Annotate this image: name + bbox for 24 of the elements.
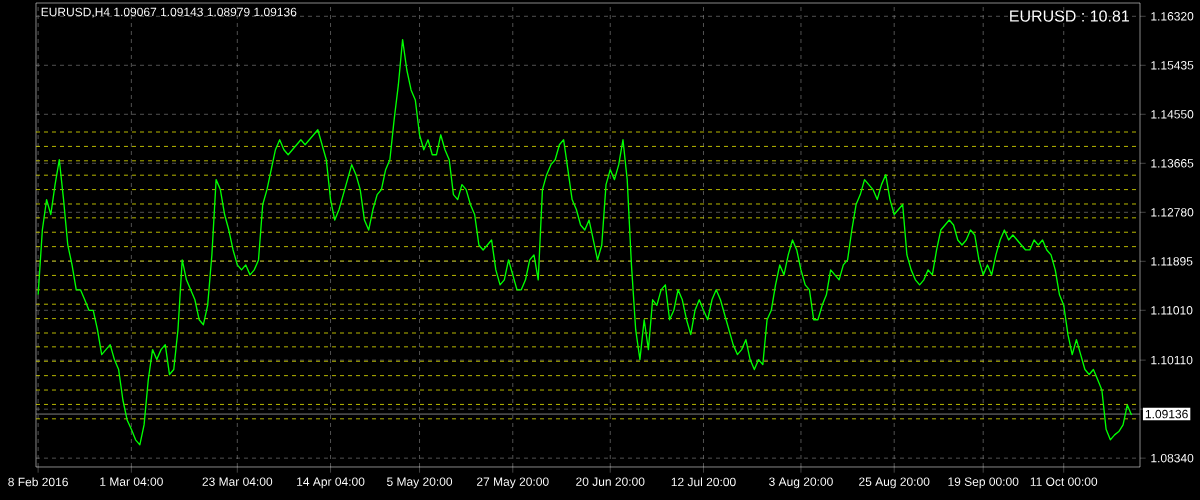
x-tick-label: 1 Mar 04:00: [100, 477, 163, 486]
x-tick-label: 5 May 20:00: [387, 477, 453, 489]
y-tick-label: 1.14550: [1151, 110, 1194, 119]
y-tick-label: 1.12780: [1151, 208, 1194, 217]
y-tick-label: 1.15435: [1151, 61, 1194, 70]
y-tick-label: 1.16320: [1151, 12, 1194, 21]
x-tick-label: 12 Jul 20:00: [671, 477, 736, 487]
x-tick-label: 25 Aug 20:00: [859, 477, 930, 489]
y-tick-label: 1.08340: [1151, 453, 1194, 463]
x-tick-label: 3 Aug 20:00: [769, 477, 833, 489]
x-tick-label: 23 Mar 04:00: [202, 477, 273, 486]
chart-title: EURUSD,H4 1.09067 1.09143 1.08979 1.09136: [41, 7, 297, 18]
x-tick-label: 8 Feb 2016: [8, 477, 68, 487]
y-tick-label: 1.11010: [1151, 306, 1193, 315]
y-tick-label: 1.10110: [1151, 355, 1193, 365]
x-tick-label: 14 Apr 04:00: [297, 477, 365, 489]
y-tick-label: 1.11895: [1151, 257, 1193, 266]
y-tick-label: 1.13665: [1151, 159, 1194, 168]
x-tick-label: 11 Oct 00:00: [1030, 477, 1098, 486]
annotation: EURUSD : 10.81: [1010, 10, 1129, 22]
ref-line-label: 1.09136: [1145, 409, 1188, 419]
x-tick-label: 20 Jun 20:00: [576, 477, 645, 486]
x-tick-label: 27 May 20:00: [477, 477, 549, 489]
x-tick-label: 19 Sep 00:00: [948, 477, 1019, 489]
